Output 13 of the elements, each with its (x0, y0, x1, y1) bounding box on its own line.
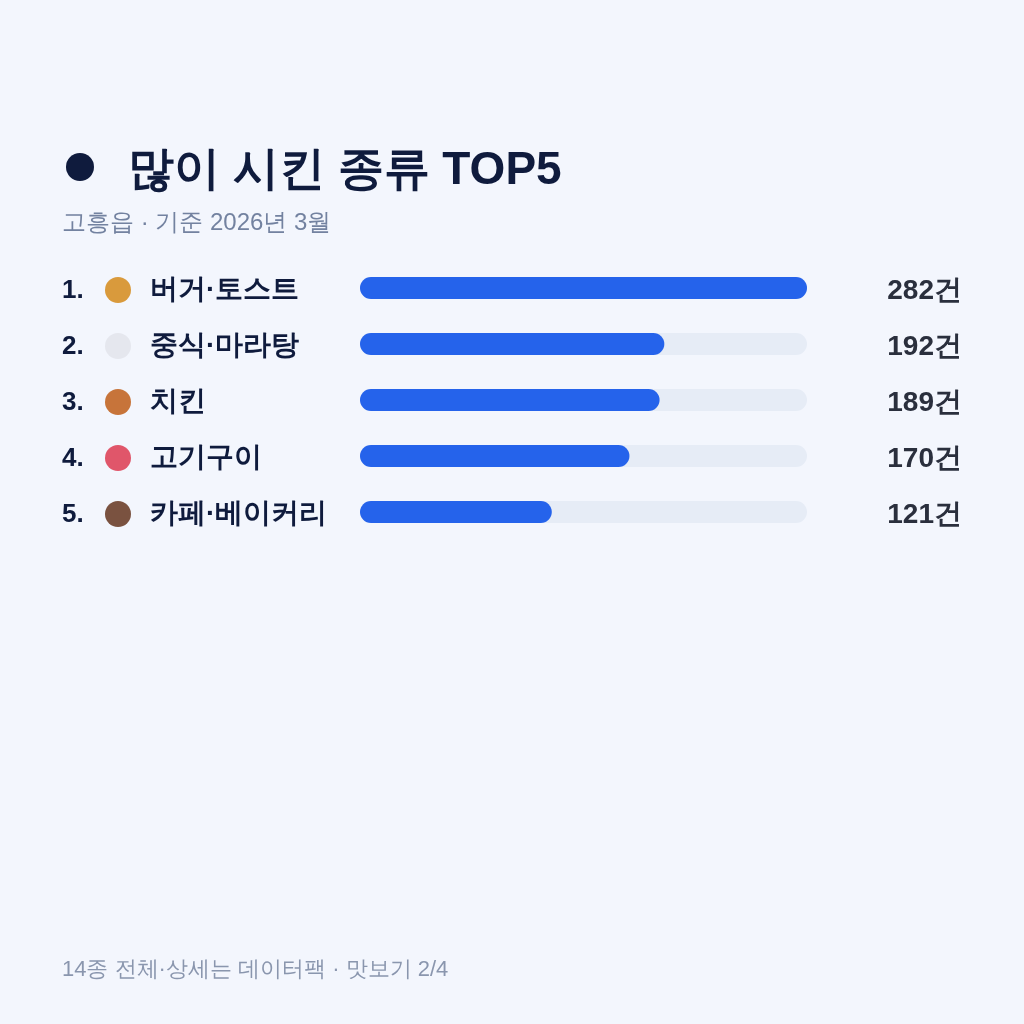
chart-title: 많이 시킨 종류 TOP5 (128, 142, 562, 194)
category-label: 5. 카페·베이커리 (62, 497, 328, 528)
category-label: 4. 고기구이 (62, 441, 262, 472)
data-label: 121건 (887, 498, 962, 529)
data-label: 170건 (887, 442, 962, 473)
data-label: 192건 (887, 330, 962, 361)
data-label: 189건 (887, 386, 962, 417)
data-label: 282건 (887, 274, 962, 305)
text: 14종 전체·상세는 데이터팩 · 맛보기 2/4 (62, 956, 449, 981)
category-label: 2. 중식·마라탕 (62, 329, 300, 360)
category-label: 3. 치킨 (62, 385, 206, 416)
chart-subtitle: 고흥읍 · 기준 2026년 3월 (62, 208, 332, 235)
category-label: 1. 버거·토스트 (62, 273, 300, 304)
